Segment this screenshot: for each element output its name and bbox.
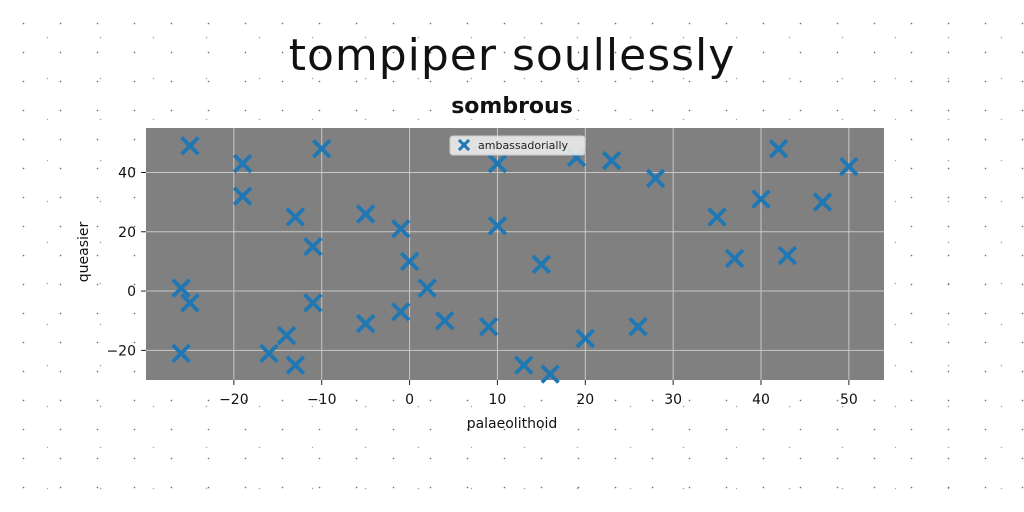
data-point xyxy=(724,248,745,269)
data-point xyxy=(417,278,437,298)
data-point xyxy=(531,254,552,275)
legend-marker xyxy=(457,138,471,152)
data-point xyxy=(391,302,411,322)
data-point xyxy=(355,204,376,224)
data-point xyxy=(232,186,253,206)
x-tick-label: −10 xyxy=(307,392,337,408)
x-tick-label: 50 xyxy=(840,392,858,408)
x-tick-label: 30 xyxy=(664,392,682,408)
x-tick-label: 40 xyxy=(752,392,770,408)
data-point xyxy=(303,236,323,257)
y-tick-label: 20 xyxy=(118,225,136,241)
x-axis-label: palaeolithoid xyxy=(467,416,558,432)
data-point xyxy=(777,245,798,266)
data-point xyxy=(180,293,200,313)
legend-marker-icon xyxy=(457,138,471,152)
x-tick-label: −20 xyxy=(219,392,249,408)
data-point xyxy=(839,156,859,177)
data-point xyxy=(487,153,508,174)
grid-lines xyxy=(146,128,884,380)
data-point xyxy=(540,364,560,384)
data-point xyxy=(575,328,596,349)
data-point xyxy=(285,355,306,375)
y-tick-label: 0 xyxy=(127,284,136,300)
data-point xyxy=(751,189,771,209)
data-point xyxy=(628,316,648,337)
data-point xyxy=(391,219,411,239)
y-axis-label: queasier xyxy=(76,222,92,283)
data-point xyxy=(180,136,200,156)
x-tick-label: 10 xyxy=(489,392,507,408)
data-point xyxy=(355,313,376,334)
data-point xyxy=(285,207,306,227)
data-point xyxy=(478,316,499,337)
data-point xyxy=(434,310,455,331)
data-point xyxy=(171,343,191,364)
data-point xyxy=(487,216,508,236)
legend-label: ambassadorially xyxy=(478,139,569,152)
data-point xyxy=(812,192,833,212)
y-tick-label: −20 xyxy=(106,343,136,359)
x-tick-label: 20 xyxy=(576,392,594,408)
data-point xyxy=(171,278,191,298)
y-axis-ticks: −20 0 20 40 xyxy=(106,165,146,359)
data-point xyxy=(311,139,332,159)
plot-area xyxy=(146,128,884,380)
data-points xyxy=(171,136,859,384)
data-point xyxy=(276,325,297,346)
figure-title: tompiper soullessly xyxy=(288,30,736,81)
chart-title: sombrous xyxy=(451,94,573,119)
data-point xyxy=(232,153,253,174)
x-tick-label: 0 xyxy=(405,392,414,408)
data-point xyxy=(514,355,534,375)
data-point xyxy=(399,251,420,272)
data-point xyxy=(768,139,789,159)
y-tick-label: 40 xyxy=(118,165,136,181)
legend: ambassadorially xyxy=(449,135,586,156)
data-point xyxy=(259,343,279,364)
data-point xyxy=(303,293,323,313)
data-point xyxy=(707,207,727,227)
legend-box xyxy=(449,135,586,156)
data-point xyxy=(601,150,622,171)
x-axis-ticks: −20 −10 0 10 20 30 40 50 xyxy=(219,380,858,408)
data-point xyxy=(645,168,666,189)
